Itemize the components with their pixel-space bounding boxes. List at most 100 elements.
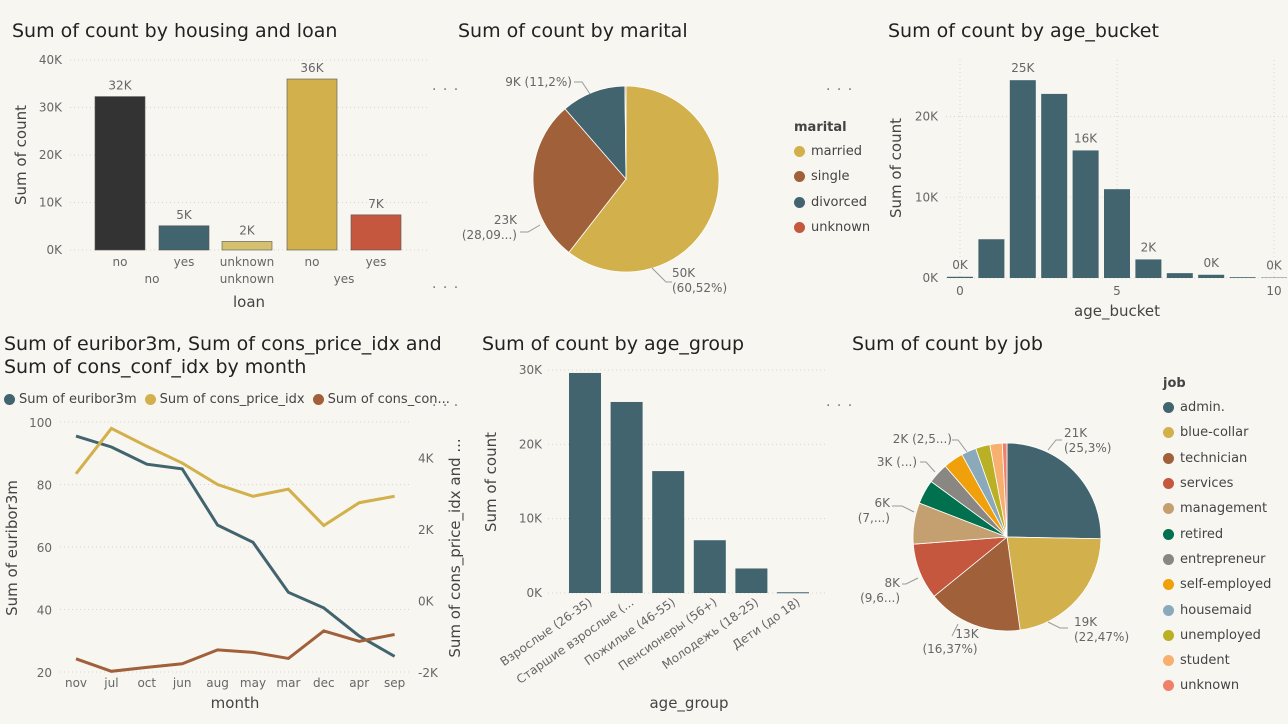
y2-tick-label: 0K: [418, 595, 435, 609]
legend-marker: [144, 394, 156, 405]
series-line: [74, 426, 395, 528]
x-tick-label: mar: [276, 676, 300, 690]
data-label: 8K: [884, 576, 901, 590]
y-tick-label: 40: [37, 604, 52, 618]
legend-label: Sum of cons_price_idx: [159, 392, 305, 407]
legend-item[interactable]: self-employed: [1163, 572, 1271, 597]
y-axis-label: Sum of count: [482, 432, 500, 532]
bar: [286, 78, 338, 251]
legend-label: Sum of cons_con...: [327, 392, 450, 407]
x-tick-label: nov: [65, 676, 87, 690]
bar: [693, 540, 726, 593]
legend-item[interactable]: services: [1163, 471, 1271, 496]
bar: [1009, 80, 1036, 279]
legend-marker: [1163, 680, 1174, 692]
y-axis-label: Sum of count: [887, 118, 905, 218]
marital-legend: marital married single divorced unknown: [794, 120, 870, 240]
y2-axis-label: Sum of cons_price_idx and ...: [446, 438, 465, 657]
y-tick-label: 30K: [519, 363, 543, 377]
legend-marker: [1163, 478, 1174, 490]
leader-line: [520, 224, 541, 233]
y-tick-label: 20K: [39, 148, 63, 162]
legend-marker: [312, 394, 324, 405]
x-axis-label: loan: [233, 293, 265, 311]
legend-item[interactable]: Sum of cons_price_idx: [144, 392, 305, 407]
legend-item[interactable]: entrepreneur: [1163, 547, 1271, 572]
y-tick-label: 40K: [39, 53, 63, 67]
x-tick-label: yes: [174, 255, 195, 269]
resize-handle-dots: · · ·: [432, 82, 460, 98]
legend-label: divorced: [811, 194, 867, 210]
y-tick-label: 20K: [915, 110, 939, 124]
y-axis-label: Sum of count: [12, 105, 30, 205]
legend-item[interactable]: technician: [1163, 446, 1271, 471]
legend-item[interactable]: Sum of euribor3m: [4, 392, 137, 407]
job-title: Sum of count by job: [852, 333, 1043, 355]
resize-handle-dots: · · ·: [826, 398, 854, 414]
leader-line: [1047, 621, 1068, 629]
y-tick-label: 0K: [922, 271, 939, 285]
x-tick-label: sep: [384, 676, 405, 690]
job-legend-title: job: [1163, 376, 1186, 391]
data-label: 50K: [672, 266, 696, 280]
data-label: 13K: [955, 627, 979, 641]
legend-marker: [794, 171, 805, 183]
legend-label: unknown: [1180, 678, 1240, 694]
legend-item[interactable]: housemaid: [1163, 597, 1271, 622]
x-tick-label: no: [113, 255, 128, 269]
legend-label: Sum of euribor3m: [19, 392, 137, 407]
marital-legend-title: marital: [794, 120, 847, 135]
x-tick-label: may: [240, 676, 266, 690]
legend-item[interactable]: unknown: [794, 215, 870, 240]
y-tick-label: 20: [37, 666, 52, 680]
legend-item[interactable]: admin.: [1163, 395, 1271, 420]
bar: [1072, 150, 1099, 278]
bar: [777, 592, 809, 594]
leader-line: [902, 577, 919, 585]
job-legend: job admin. blue-collar technician services m…: [1163, 376, 1271, 699]
legend-item[interactable]: retired: [1163, 521, 1271, 546]
data-label: 2K: [239, 223, 256, 237]
resize-handle-dots: · · ·: [432, 398, 460, 414]
series-line: [75, 629, 395, 673]
x-tick-label: dec: [313, 676, 335, 690]
legend-item[interactable]: unemployed: [1163, 623, 1271, 648]
y-tick-label: 100: [29, 416, 52, 430]
x-group-label: yes: [334, 272, 355, 286]
y-tick-label: 80: [37, 479, 52, 493]
legend-item[interactable]: management: [1163, 496, 1271, 521]
data-label: (25,3%): [1064, 441, 1111, 455]
x-tick-label: oct: [137, 676, 156, 690]
marital-slice: [624, 85, 627, 180]
legend-item[interactable]: divorced: [794, 190, 870, 215]
legend-label: admin.: [1180, 400, 1225, 416]
legend-marker: [794, 222, 805, 234]
legend-item[interactable]: married: [794, 139, 870, 164]
marital-slice: [564, 85, 627, 181]
data-label: 32K: [108, 79, 132, 93]
bar: [1041, 93, 1068, 279]
legend-label: management: [1180, 501, 1268, 517]
bar: [350, 214, 402, 251]
bar: [947, 276, 973, 278]
legend-item[interactable]: student: [1163, 648, 1271, 673]
y-tick-label: 0K: [46, 243, 63, 257]
x-tick-label: jul: [103, 676, 118, 690]
legend-item[interactable]: single: [794, 164, 870, 189]
legend-item[interactable]: Sum of cons_con...: [312, 392, 450, 407]
bar: [1166, 273, 1193, 278]
leader-line: [651, 267, 672, 283]
bar: [735, 568, 768, 593]
bar: [1135, 259, 1162, 278]
bar: [1198, 274, 1225, 278]
bar: [978, 239, 1005, 278]
x-tick-label: 0: [956, 284, 964, 298]
legend-marker: [1163, 402, 1174, 414]
legend-item[interactable]: blue-collar: [1163, 420, 1271, 445]
leader-line: [574, 81, 591, 95]
y-tick-label: 0K: [526, 586, 543, 600]
legend-label: retired: [1180, 526, 1224, 542]
legend-item[interactable]: unknown: [1163, 673, 1271, 698]
data-label: (22,47%): [1074, 630, 1129, 644]
